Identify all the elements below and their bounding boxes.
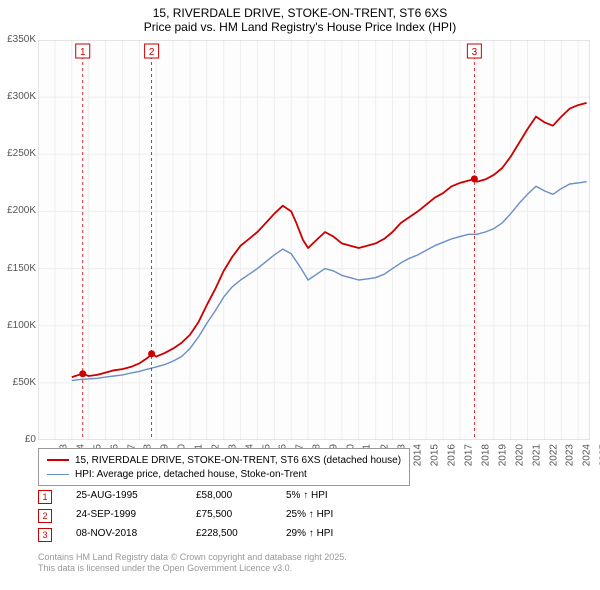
legend-row: HPI: Average price, detached house, Stok…: [47, 467, 401, 481]
title-line2: Price paid vs. HM Land Registry's House …: [10, 20, 590, 34]
chart-container: 15, RIVERDALE DRIVE, STOKE-ON-TRENT, ST6…: [0, 0, 600, 590]
x-tick-label: 2017: [463, 444, 474, 466]
y-tick-label: £100K: [0, 320, 36, 331]
sale-marker: 1: [38, 490, 52, 504]
sale-marker: 2: [38, 509, 52, 523]
y-tick-label: £200K: [0, 205, 36, 216]
y-tick-label: £350K: [0, 34, 36, 45]
sale-date: 08-NOV-2018: [76, 528, 196, 539]
svg-text:1: 1: [80, 47, 86, 58]
title-line1: 15, RIVERDALE DRIVE, STOKE-ON-TRENT, ST6…: [10, 6, 590, 20]
y-tick-label: £250K: [0, 148, 36, 159]
x-tick-label: 2022: [548, 444, 559, 466]
x-tick-label: 2019: [497, 444, 508, 466]
svg-text:3: 3: [472, 47, 478, 58]
title-block: 15, RIVERDALE DRIVE, STOKE-ON-TRENT, ST6…: [0, 0, 600, 36]
y-tick-label: £150K: [0, 263, 36, 274]
sale-diff: 25% ↑ HPI: [286, 509, 376, 520]
footer-attribution: Contains HM Land Registry data © Crown c…: [38, 552, 347, 575]
footer-line1: Contains HM Land Registry data © Crown c…: [38, 552, 347, 563]
sale-row: 3 08-NOV-2018£228,50029% ↑ HPI: [38, 528, 376, 547]
y-tick-label: £300K: [0, 91, 36, 102]
sale-price: £75,500: [196, 509, 286, 520]
svg-text:2: 2: [149, 47, 155, 58]
x-tick-label: 2016: [447, 444, 458, 466]
sale-marker: 3: [38, 528, 52, 542]
y-tick-label: £50K: [0, 377, 36, 388]
sale-table: 1 25-AUG-1995£58,0005% ↑ HPI 2 24-SEP-1999£…: [38, 490, 376, 547]
sale-date: 25-AUG-1995: [76, 490, 196, 501]
legend-box: 15, RIVERDALE DRIVE, STOKE-ON-TRENT, ST6…: [38, 448, 410, 486]
sale-date: 24-SEP-1999: [76, 509, 196, 520]
legend-label: 15, RIVERDALE DRIVE, STOKE-ON-TRENT, ST6…: [75, 455, 401, 466]
sale-price: £228,500: [196, 528, 286, 539]
legend-swatch: [47, 459, 69, 461]
chart-svg: 1 2 3: [38, 40, 590, 440]
x-tick-label: 2021: [531, 444, 542, 466]
x-tick-label: 2018: [480, 444, 491, 466]
chart-area: 1 2 3: [38, 40, 590, 440]
sale-diff: 5% ↑ HPI: [286, 490, 376, 501]
y-tick-label: £0: [0, 434, 36, 445]
x-tick-label: 2014: [413, 444, 424, 466]
footer-line2: This data is licensed under the Open Gov…: [38, 563, 347, 574]
legend-swatch: [47, 474, 69, 475]
x-tick-label: 2024: [582, 444, 593, 466]
x-tick-label: 2015: [430, 444, 441, 466]
legend-row: 15, RIVERDALE DRIVE, STOKE-ON-TRENT, ST6…: [47, 453, 401, 467]
x-tick-label: 2020: [514, 444, 525, 466]
sale-row: 1 25-AUG-1995£58,0005% ↑ HPI: [38, 490, 376, 509]
x-tick-label: 2023: [565, 444, 576, 466]
legend-label: HPI: Average price, detached house, Stok…: [75, 469, 307, 480]
sale-price: £58,000: [196, 490, 286, 501]
sale-row: 2 24-SEP-1999£75,50025% ↑ HPI: [38, 509, 376, 528]
sale-diff: 29% ↑ HPI: [286, 528, 376, 539]
